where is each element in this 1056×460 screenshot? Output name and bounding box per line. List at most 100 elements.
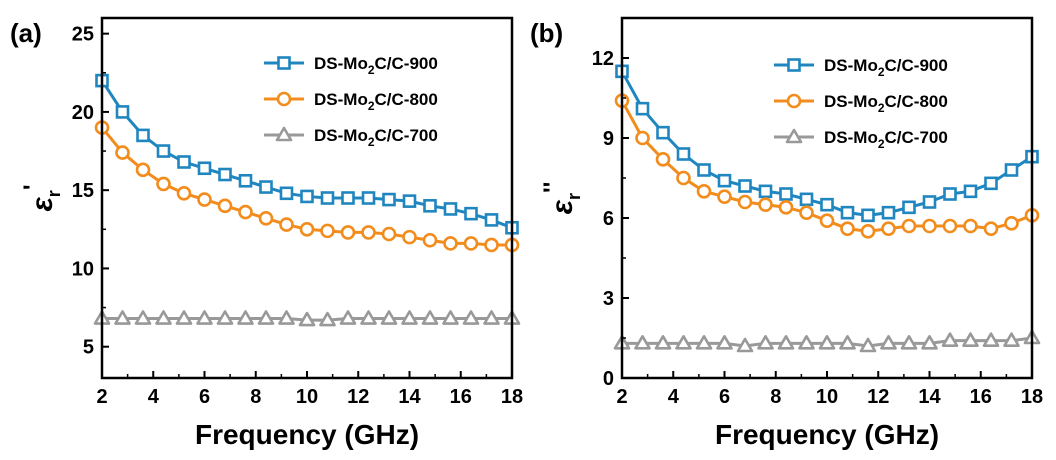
data-point-ds-mo2c/c-900-3 xyxy=(156,144,171,158)
y-axis-prime: '' xyxy=(539,182,566,193)
data-point-ds-mo2c/c-700-7 xyxy=(237,310,254,325)
data-point-ds-mo2c/c-900-19 xyxy=(484,213,499,227)
data-point-ds-mo2c/c-800-19 xyxy=(1004,216,1019,231)
x-tick-label: 12 xyxy=(867,386,889,408)
data-point-ds-mo2c/c-800-1 xyxy=(115,145,130,160)
data-point-ds-mo2c/c-800-6 xyxy=(737,194,753,210)
data-point-ds-mo2c/c-900-13 xyxy=(361,191,376,205)
legend-label: DS-Mo2C/C-800 xyxy=(824,92,948,115)
y-tick-label: 0 xyxy=(603,368,614,390)
data-point-ds-mo2c/c-900-16 xyxy=(943,187,957,201)
data-point-ds-mo2c/c-700-14 xyxy=(900,335,918,350)
data-point-ds-mo2c/c-800-15 xyxy=(402,229,417,245)
data-point-ds-mo2c/c-800-5 xyxy=(717,189,732,204)
data-point-ds-mo2c/c-800-12 xyxy=(340,225,356,240)
data-point-ds-mo2c/c-900-7 xyxy=(238,173,253,188)
data-point-ds-mo2c/c-800-15 xyxy=(922,218,937,234)
data-point-ds-mo2c/c-800-18 xyxy=(463,236,479,251)
y-axis-subscript: r xyxy=(44,190,64,197)
data-point-ds-mo2c/c-900-3 xyxy=(676,147,691,161)
data-point-ds-mo2c/c-900-12 xyxy=(861,208,875,223)
legend-entry-ds-mo2c/c-800: DS-Mo2C/C-800 xyxy=(774,92,948,115)
data-point-ds-mo2c/c-700-19 xyxy=(483,310,500,325)
data-point-ds-mo2c/c-800-3 xyxy=(156,176,171,192)
data-point-ds-mo2c/c-900-15 xyxy=(402,194,417,208)
x-tick-label: 14 xyxy=(398,386,421,408)
data-point-ds-mo2c/c-900-14 xyxy=(382,192,396,207)
data-point-ds-mo2c/c-900-12 xyxy=(341,191,355,205)
x-tick-label: 2 xyxy=(96,386,107,408)
data-point-ds-mo2c/c-700-6 xyxy=(736,337,754,353)
x-tick-label: 4 xyxy=(668,386,680,408)
data-point-ds-mo2c/c-800-4 xyxy=(696,184,712,199)
data-point-ds-mo2c/c-700-15 xyxy=(401,310,418,325)
y-tick-label: 15 xyxy=(72,180,94,202)
x-tick-label: 18 xyxy=(501,386,523,408)
data-point-ds-mo2c/c-800-13 xyxy=(361,225,376,240)
legend-label-main: DS-Mo xyxy=(314,90,368,109)
data-point-ds-mo2c/c-800-14 xyxy=(901,218,917,234)
data-point-ds-mo2c/c-900-5 xyxy=(717,173,732,188)
panel-label: (b) xyxy=(530,18,563,48)
data-point-ds-mo2c/c-700-2 xyxy=(134,310,152,325)
data-point-ds-mo2c/c-900-9 xyxy=(279,186,294,201)
legend-label-sub: 2 xyxy=(368,99,375,113)
legend-label-rest: C/C-900 xyxy=(375,54,438,73)
data-point-ds-mo2c/c-700-9 xyxy=(798,335,815,350)
legend-label-rest: C/C-700 xyxy=(375,126,438,145)
data-point-ds-mo2c/c-900-10 xyxy=(820,197,834,212)
data-point-ds-mo2c/c-800-10 xyxy=(299,222,315,237)
chart-panel-a: 2 4 6 8 10 12 14 16 18 5 10 15 20 25 Frequency (GHz) εr… xyxy=(10,16,523,450)
data-point-ds-mo2c/c-900-4 xyxy=(177,155,191,169)
data-point-ds-mo2c/c-700-6 xyxy=(216,310,234,325)
legend-label: DS-Mo2C/C-900 xyxy=(314,54,438,77)
data-point-ds-mo2c/c-700-4 xyxy=(695,335,713,350)
legend-marker-triangle-icon xyxy=(275,126,293,142)
y-tick-label: 25 xyxy=(72,24,94,46)
data-point-ds-mo2c/c-800-11 xyxy=(840,221,855,236)
data-point-ds-mo2c/c-800-4 xyxy=(176,186,192,201)
data-point-ds-mo2c/c-700-1 xyxy=(114,310,131,325)
data-point-ds-mo2c/c-700-3 xyxy=(675,335,692,350)
x-tick-label: 14 xyxy=(918,386,941,408)
data-point-ds-mo2c/c-800-17 xyxy=(443,236,458,251)
data-point-ds-mo2c/c-900-11 xyxy=(840,205,855,220)
data-point-ds-mo2c/c-900-1 xyxy=(635,101,650,116)
legend-label-main: DS-Mo xyxy=(314,54,368,73)
legend-label-rest: C/C-800 xyxy=(885,92,948,111)
data-point-ds-mo2c/c-800-2 xyxy=(135,162,151,178)
legend-label: DS-Mo2C/C-700 xyxy=(314,126,438,149)
legend-entry-ds-mo2c/c-900: DS-Mo2C/C-900 xyxy=(774,56,948,79)
data-point-ds-mo2c/c-800-10 xyxy=(819,213,835,228)
data-point-ds-mo2c/c-900-14 xyxy=(902,200,916,215)
series-line-ds-mo2c/c-800 xyxy=(620,99,1033,233)
legend-label-rest: C/C-700 xyxy=(885,128,948,147)
data-point-ds-mo2c/c-700-16 xyxy=(941,332,959,347)
legend-label-main: DS-Mo xyxy=(824,56,878,75)
legend-entry-ds-mo2c/c-700: DS-Mo2C/C-700 xyxy=(774,128,948,151)
data-point-ds-mo2c/c-800-12 xyxy=(860,224,876,239)
x-tick-label: 16 xyxy=(450,386,472,408)
data-point-ds-mo2c/c-900-2 xyxy=(656,125,670,140)
data-point-ds-mo2c/c-700-5 xyxy=(716,335,733,350)
legend-entry-ds-mo2c/c-800: DS-Mo2C/C-800 xyxy=(264,90,438,113)
y-tick-label: 9 xyxy=(603,128,614,150)
data-point-ds-mo2c/c-900-6 xyxy=(738,179,752,193)
data-point-ds-mo2c/c-700-10 xyxy=(818,335,836,350)
data-point-ds-mo2c/c-700-15 xyxy=(921,335,938,350)
data-point-ds-mo2c/c-700-1 xyxy=(634,335,651,350)
y-axis-symbol: ε xyxy=(546,199,579,214)
legend-label-sub: 2 xyxy=(368,63,375,77)
data-point-ds-mo2c/c-800-9 xyxy=(279,217,294,232)
data-point-ds-mo2c/c-800-8 xyxy=(258,211,274,226)
y-axis-title: εr' xyxy=(19,184,64,211)
data-point-ds-mo2c/c-800-3 xyxy=(676,170,691,186)
data-point-ds-mo2c/c-700-17 xyxy=(962,332,979,347)
data-point-ds-mo2c/c-900-13 xyxy=(881,205,896,220)
data-point-ds-mo2c/c-800-14 xyxy=(381,226,397,242)
data-point-ds-mo2c/c-800-1 xyxy=(635,130,650,146)
legend-label-main: DS-Mo xyxy=(314,126,368,145)
y-tick-label: 12 xyxy=(592,48,614,70)
data-point-ds-mo2c/c-700-8 xyxy=(777,335,795,350)
data-point-ds-mo2c/c-800-2 xyxy=(655,152,671,167)
